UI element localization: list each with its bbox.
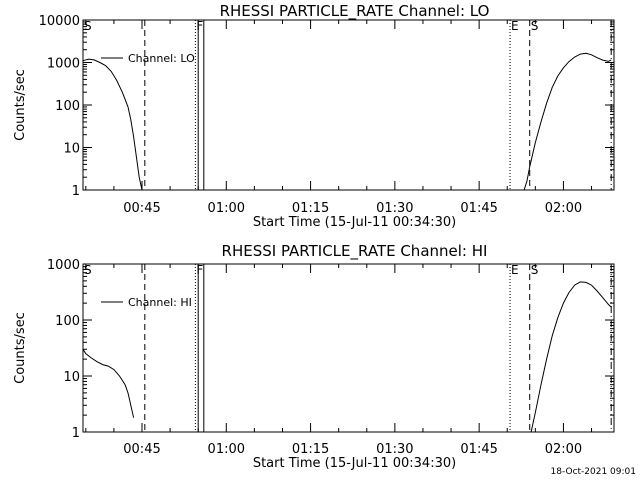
y-tick-label: 1000 bbox=[47, 258, 80, 273]
y-axis-label: Counts/sec bbox=[13, 69, 28, 141]
y-axis-label: Counts/sec bbox=[13, 312, 28, 384]
legend-label: Channel: HI bbox=[128, 296, 192, 309]
event-marker-label: S bbox=[531, 263, 539, 277]
x-axis-label: Start Time (15-Jul-11 00:34:30) bbox=[253, 456, 456, 471]
x-tick-label: 01:15 bbox=[292, 201, 329, 216]
event-marker-label: S bbox=[531, 19, 539, 33]
y-tick-label: 100 bbox=[55, 99, 80, 114]
x-tick-label: 02:00 bbox=[545, 201, 582, 216]
x-tick-label: 01:00 bbox=[208, 201, 245, 216]
footer-timestamp: 18-Oct-2021 09:01 bbox=[551, 467, 636, 477]
x-axis-label: Start Time (15-Jul-11 00:34:30) bbox=[253, 215, 456, 230]
y-tick-label: 1 bbox=[72, 426, 80, 441]
x-tick-label: 01:15 bbox=[292, 442, 329, 457]
series-line bbox=[530, 281, 612, 433]
x-tick-label: 01:30 bbox=[376, 442, 413, 457]
chart-title: RHESSI PARTICLE_RATE Channel: LO bbox=[220, 2, 490, 21]
series-line bbox=[523, 52, 612, 191]
chart-title: RHESSI PARTICLE_RATE Channel: HI bbox=[222, 242, 488, 261]
x-tick-label: 01:45 bbox=[460, 201, 497, 216]
event-marker-label: F bbox=[196, 19, 203, 33]
event-marker-label: S bbox=[84, 19, 92, 33]
y-tick-label: 1000 bbox=[47, 57, 80, 72]
x-tick-label: 02:00 bbox=[545, 442, 582, 457]
event-marker-label: S bbox=[84, 263, 92, 277]
hi-channel-panel: RHESSI PARTICLE_RATE Channel: HI10001001… bbox=[13, 242, 615, 471]
series-line bbox=[82, 349, 135, 418]
event-marker-label: E bbox=[511, 19, 519, 33]
x-tick-label: 01:30 bbox=[376, 201, 413, 216]
series-line bbox=[82, 58, 143, 191]
y-tick-label: 100 bbox=[55, 314, 80, 329]
x-tick-label: 00:45 bbox=[123, 442, 160, 457]
event-marker-label: F bbox=[196, 263, 203, 277]
y-tick-label: 1 bbox=[72, 184, 80, 199]
y-tick-label: 10000 bbox=[39, 14, 80, 29]
x-tick-label: 00:45 bbox=[123, 201, 160, 216]
event-marker-label: E bbox=[511, 263, 519, 277]
y-tick-label: 10 bbox=[63, 142, 80, 157]
lo-channel-panel: RHESSI PARTICLE_RATE Channel: LO10000100… bbox=[13, 2, 615, 230]
y-tick-label: 10 bbox=[63, 370, 80, 385]
x-tick-label: 01:45 bbox=[460, 442, 497, 457]
x-tick-label: 01:00 bbox=[208, 442, 245, 457]
legend-label: Channel: LO bbox=[128, 52, 195, 65]
